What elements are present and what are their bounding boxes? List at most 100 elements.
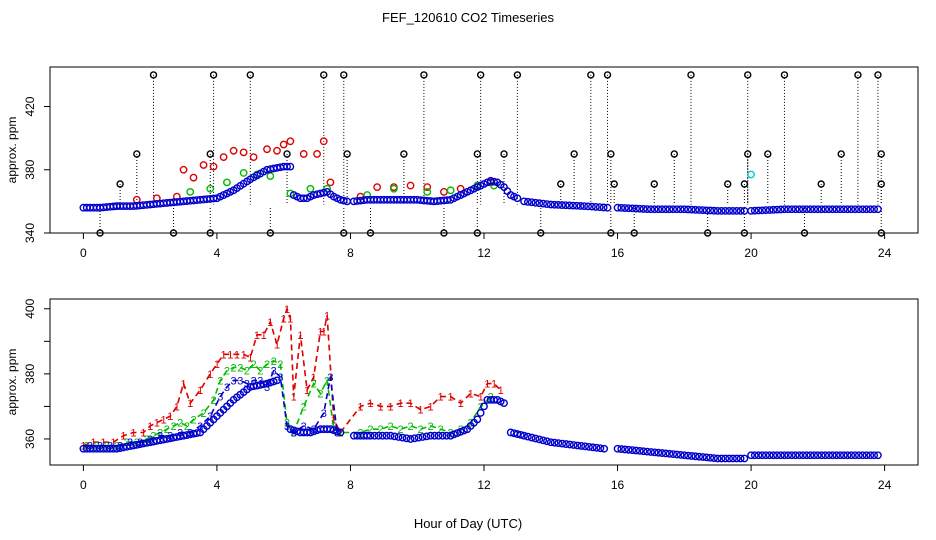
- black-point: [877, 229, 885, 237]
- black-point: [764, 150, 772, 158]
- point-blue: [862, 451, 871, 460]
- black-point: [877, 150, 885, 158]
- point-1: 1: [197, 385, 203, 397]
- point-blue: [273, 376, 281, 385]
- point-blue: [366, 431, 375, 440]
- black-point: [854, 71, 862, 79]
- point-blue: [573, 441, 582, 450]
- point-green: [266, 172, 275, 180]
- point-blue: [599, 203, 608, 212]
- point-blue: [870, 205, 879, 214]
- point-blue: [658, 205, 666, 214]
- point-red: [406, 181, 415, 190]
- point-3: 3: [327, 372, 333, 384]
- point-2: 2: [377, 424, 383, 436]
- point-blue: [862, 205, 871, 214]
- y-tick-label: 400: [23, 298, 37, 318]
- point-blue: [858, 205, 867, 214]
- point-1: 1: [324, 310, 330, 322]
- point-blue: [769, 451, 778, 460]
- black-point: [169, 229, 178, 237]
- point-blue: [595, 203, 604, 212]
- point-blue: [394, 433, 403, 441]
- point-blue: [650, 448, 659, 457]
- black-point: [500, 150, 508, 158]
- point-blue: [192, 429, 201, 438]
- upper-panel: 0 4 8 12 16 20 24 340 380 420 approx. ppm: [5, 66, 919, 260]
- point-red: [249, 153, 258, 162]
- point-1: 1: [311, 372, 317, 384]
- point-blue: [717, 454, 726, 463]
- point-blue: [402, 434, 411, 443]
- point-blue: [784, 451, 793, 460]
- point-blue: [490, 177, 498, 186]
- point-1: 1: [418, 405, 424, 417]
- point-blue: [810, 205, 819, 214]
- point-blue: [624, 204, 633, 213]
- point-2: 2: [257, 366, 263, 378]
- point-blue: [572, 201, 581, 210]
- black-point: [149, 71, 158, 79]
- point-blue: [523, 197, 532, 206]
- point-3: 3: [321, 408, 327, 420]
- point-blue: [289, 426, 298, 435]
- black-point: [740, 229, 749, 237]
- point-red: [189, 173, 198, 182]
- point-green: [446, 186, 455, 195]
- point-2: 2: [104, 440, 110, 452]
- point-2: 2: [201, 408, 207, 420]
- point-blue: [832, 205, 841, 214]
- y-tick-label: 340: [23, 223, 37, 243]
- x-tick-label: 8: [347, 246, 354, 260]
- point-blue: [581, 442, 590, 451]
- point-blue: [851, 205, 859, 214]
- point-blue: [680, 451, 689, 460]
- y-tick-label: 360: [23, 429, 37, 449]
- point-1: 1: [234, 349, 240, 361]
- x-tick-label: 24: [878, 478, 892, 492]
- point-blue: [717, 206, 726, 215]
- black-point: [587, 71, 595, 79]
- point-blue: [806, 205, 815, 214]
- point-blue: [382, 431, 391, 440]
- point-red: [440, 187, 448, 196]
- point-1: 1: [478, 392, 484, 404]
- point-1: 1: [227, 349, 233, 361]
- point-1: 1: [407, 398, 413, 410]
- point-blue: [585, 442, 593, 451]
- black-point: [877, 180, 885, 188]
- point-blue: [732, 206, 741, 215]
- point-2: 2: [397, 424, 403, 436]
- point-blue: [654, 205, 663, 214]
- point-3: 3: [237, 375, 243, 387]
- y-tick-label: 420: [23, 96, 37, 116]
- point-2: 2: [324, 375, 330, 387]
- x-tick-label: 16: [611, 478, 625, 492]
- point-blue: [558, 439, 567, 448]
- point-blue: [729, 206, 737, 215]
- point-blue: [680, 205, 689, 214]
- point-blue: [535, 435, 544, 444]
- x-tick-label: 12: [477, 478, 491, 492]
- point-blue: [839, 205, 848, 214]
- black-point: [650, 180, 658, 188]
- point-blue: [799, 451, 807, 460]
- point-1: 1: [160, 414, 166, 426]
- point-blue: [813, 205, 822, 214]
- x-tick-label: 4: [214, 478, 221, 492]
- point-blue: [732, 454, 741, 463]
- point-blue: [676, 450, 685, 459]
- point-blue: [866, 451, 875, 460]
- point-blue: [839, 451, 848, 460]
- point-blue: [750, 451, 759, 460]
- point-2: 2: [357, 427, 363, 439]
- point-2: 2: [157, 427, 163, 439]
- point-blue: [687, 452, 696, 460]
- point-blue: [584, 202, 592, 211]
- point-blue: [825, 451, 833, 460]
- point-blue: [520, 431, 528, 440]
- point-1: 1: [491, 379, 497, 391]
- point-2: 2: [387, 421, 393, 433]
